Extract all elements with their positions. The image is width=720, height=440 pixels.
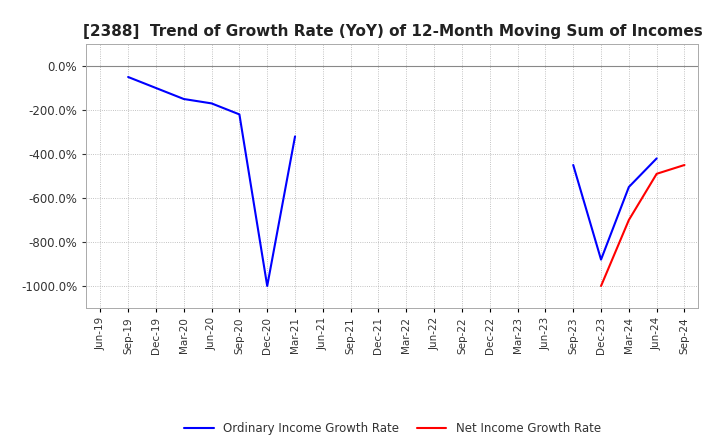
Title: [2388]  Trend of Growth Rate (YoY) of 12-Month Moving Sum of Incomes: [2388] Trend of Growth Rate (YoY) of 12-…: [83, 24, 702, 39]
Ordinary Income Growth Rate: [207, 101, 216, 106]
Ordinary Income Growth Rate: [235, 112, 243, 117]
Legend: Ordinary Income Growth Rate, Net Income Growth Rate: Ordinary Income Growth Rate, Net Income …: [179, 417, 606, 440]
Ordinary Income Growth Rate: [263, 283, 271, 289]
Ordinary Income Growth Rate: [152, 85, 161, 91]
Line: Ordinary Income Growth Rate: Ordinary Income Growth Rate: [128, 77, 295, 286]
Ordinary Income Growth Rate: [124, 74, 132, 80]
Ordinary Income Growth Rate: [291, 134, 300, 139]
Ordinary Income Growth Rate: [179, 96, 188, 102]
